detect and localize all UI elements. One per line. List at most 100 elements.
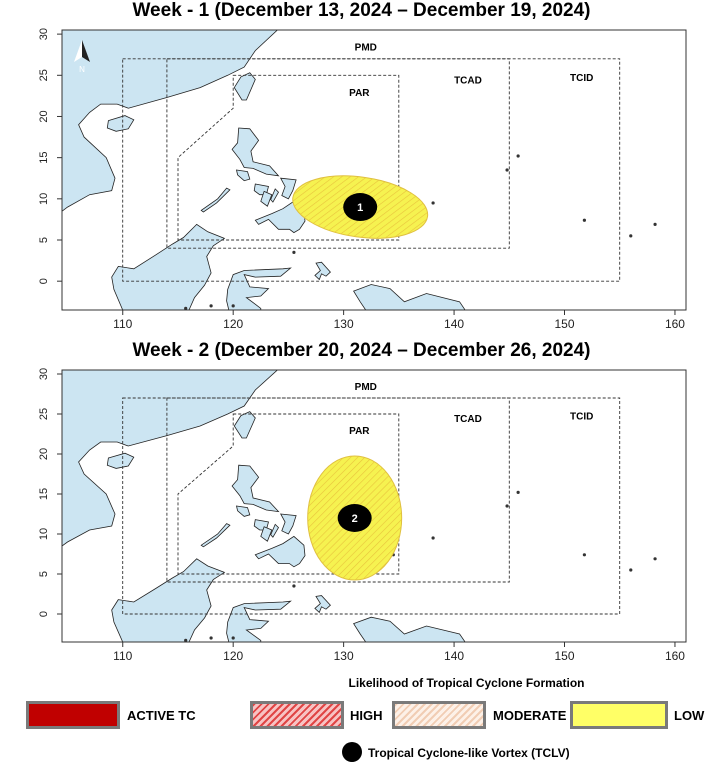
land-sulawesi bbox=[226, 600, 292, 642]
y-tick-label: 20 bbox=[38, 448, 50, 460]
par-label: PAR bbox=[349, 88, 370, 99]
north-arrow-icon bbox=[74, 40, 82, 62]
legend-swatch-high bbox=[250, 701, 344, 729]
y-tick-label: 15 bbox=[38, 152, 50, 164]
par-boundary bbox=[177, 74, 400, 241]
land-hainan bbox=[106, 115, 135, 132]
north-arrow-label: N bbox=[79, 65, 85, 74]
legend-tclv-label: Tropical Cyclone-like Vortex (TCLV) bbox=[368, 746, 570, 760]
tclv-marker bbox=[337, 504, 372, 532]
y-tick-label: 30 bbox=[38, 28, 50, 40]
plot-frame bbox=[61, 369, 687, 643]
land-palawan bbox=[200, 187, 231, 213]
x-tick-label: 140 bbox=[444, 649, 464, 662]
islet-dot bbox=[582, 218, 586, 222]
tclv-marker bbox=[343, 193, 378, 222]
land-luzon bbox=[231, 464, 280, 513]
islet-dot bbox=[431, 201, 435, 205]
land-mainland bbox=[62, 370, 278, 547]
pmd-label: PMD bbox=[355, 43, 377, 54]
x-tick-label: 150 bbox=[554, 649, 574, 662]
y-tick-label: 0 bbox=[38, 278, 50, 284]
pmd-label: PMD bbox=[355, 382, 377, 393]
land-hainan bbox=[106, 452, 135, 469]
tclv-label: 1 bbox=[357, 202, 363, 214]
land-luzon bbox=[231, 127, 280, 177]
islet-dot bbox=[629, 234, 633, 238]
map-land-layer bbox=[62, 30, 657, 310]
land-borneo bbox=[111, 223, 226, 310]
legend-title: Likelihood of Tropical Cyclone Formation bbox=[348, 676, 585, 690]
x-tick-label: 160 bbox=[665, 317, 685, 331]
y-tick-label: 0 bbox=[38, 611, 50, 617]
islet-dot bbox=[184, 638, 188, 642]
legend-label-moderate: MODERATE bbox=[493, 708, 567, 723]
land-taiwan bbox=[233, 411, 256, 439]
islet-dot bbox=[516, 490, 520, 494]
land-borneo bbox=[111, 558, 226, 642]
islet-dot bbox=[231, 304, 235, 308]
land-halmahera bbox=[314, 261, 331, 281]
par-label: PAR bbox=[349, 426, 370, 437]
land-halmahera bbox=[314, 595, 331, 614]
islet-dot bbox=[184, 306, 188, 310]
land-samar bbox=[279, 513, 297, 535]
land-negros bbox=[260, 190, 273, 207]
tclv-label: 2 bbox=[352, 513, 358, 525]
islet-dot bbox=[292, 584, 296, 588]
x-tick-label: 130 bbox=[334, 649, 354, 662]
tcad-label: TCAD bbox=[454, 76, 482, 87]
plot-frame bbox=[61, 29, 687, 311]
land-negros bbox=[260, 526, 273, 542]
legend-swatch-low bbox=[570, 701, 668, 729]
land-taiwan bbox=[233, 72, 256, 101]
x-tick-label: 120 bbox=[223, 317, 243, 331]
land-sulawesi bbox=[226, 267, 292, 310]
legend-tclv-marker bbox=[342, 742, 362, 762]
legend-swatch-active-tc bbox=[26, 701, 120, 729]
y-tick-label: 15 bbox=[38, 488, 50, 500]
x-tick-label: 120 bbox=[223, 649, 243, 662]
islet-dot bbox=[209, 304, 213, 308]
y-tick-label: 10 bbox=[38, 193, 50, 205]
islet-dot bbox=[209, 636, 213, 640]
y-tick-label: 25 bbox=[38, 69, 50, 81]
y-tick-label: 20 bbox=[38, 110, 50, 122]
y-tick-label: 30 bbox=[38, 368, 50, 380]
islet-dot bbox=[629, 568, 633, 572]
y-tick-label: 5 bbox=[38, 237, 50, 243]
tcid-label: TCID bbox=[570, 412, 593, 423]
islet-dot bbox=[653, 557, 657, 561]
x-tick-label: 140 bbox=[444, 317, 464, 331]
x-tick-label: 150 bbox=[554, 317, 574, 331]
land-samar bbox=[279, 177, 297, 200]
legend-label-high: HIGH bbox=[350, 708, 383, 723]
islet-dot bbox=[653, 222, 657, 226]
islet-dot bbox=[231, 636, 235, 640]
north-arrow-shade bbox=[82, 40, 90, 62]
x-tick-label: 130 bbox=[334, 317, 354, 331]
legend-label-low: LOW bbox=[674, 708, 705, 723]
x-tick-label: 160 bbox=[665, 649, 685, 662]
tcad-label: TCAD bbox=[454, 414, 482, 425]
land-cebu bbox=[270, 188, 279, 203]
tcad-boundary bbox=[166, 58, 510, 249]
tcid-label: TCID bbox=[570, 73, 593, 84]
land-mindoro bbox=[235, 505, 251, 517]
week2-title: Week - 2 (December 20, 2024 – December 2… bbox=[132, 340, 591, 361]
islet-dot bbox=[505, 168, 509, 172]
y-tick-label: 10 bbox=[38, 528, 50, 540]
y-tick-label: 25 bbox=[38, 408, 50, 420]
legend-label-active-tc: ACTIVE TC bbox=[127, 708, 196, 723]
land-cebu bbox=[270, 523, 280, 538]
islet-dot bbox=[292, 250, 296, 254]
legend-swatch-moderate bbox=[392, 701, 486, 729]
land-palawan bbox=[200, 523, 231, 548]
land-mainland bbox=[62, 30, 278, 212]
map-land-layer bbox=[62, 370, 657, 642]
land-new-guinea bbox=[353, 284, 466, 310]
week1-title: Week - 1 (December 13, 2024 – December 1… bbox=[132, 0, 591, 21]
tcad-boundary bbox=[166, 397, 510, 583]
islet-dot bbox=[431, 536, 435, 540]
